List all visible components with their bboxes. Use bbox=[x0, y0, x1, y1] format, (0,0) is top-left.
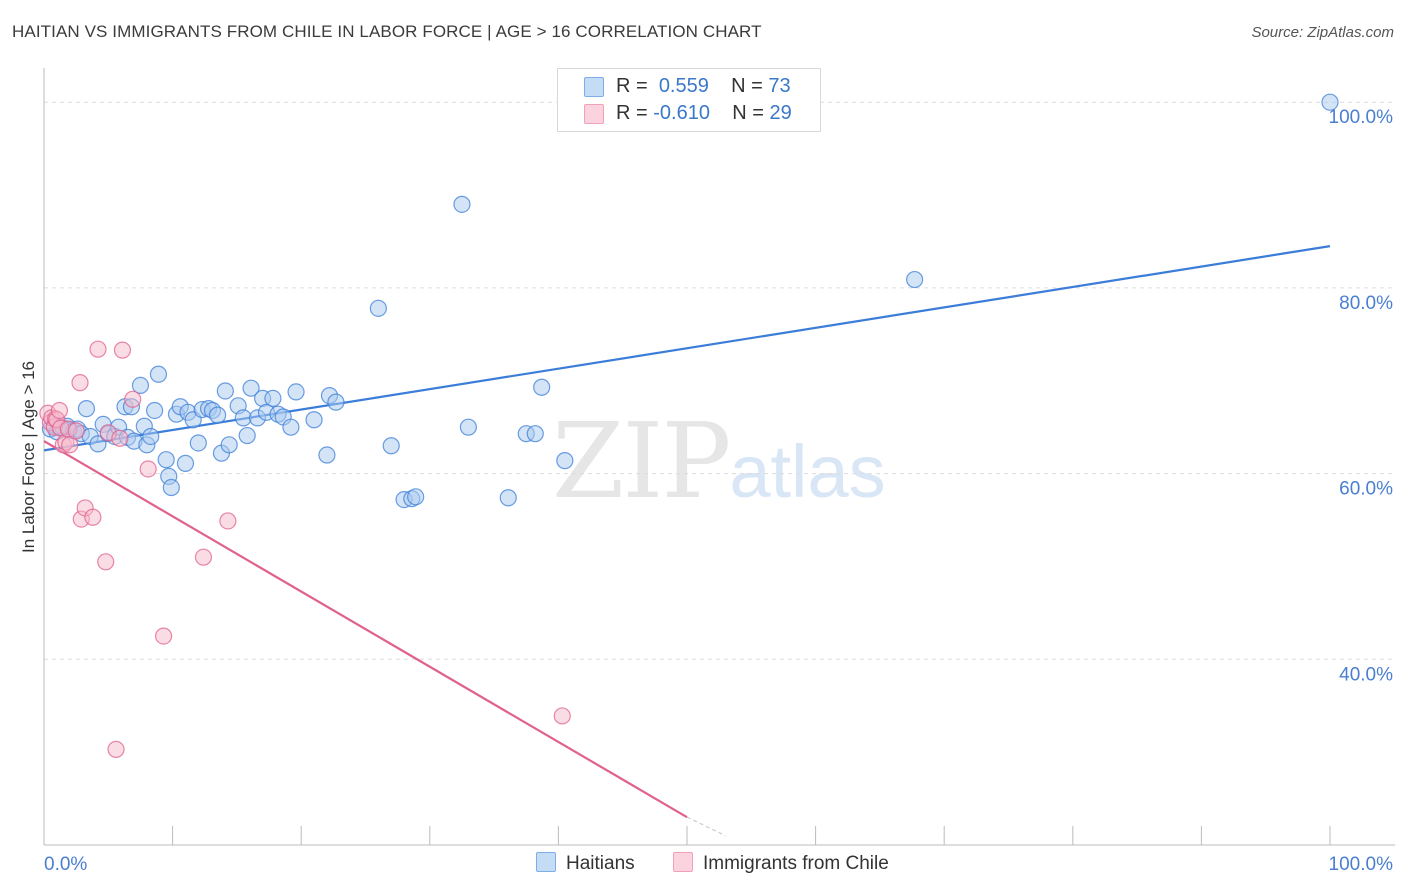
haitian-point bbox=[131, 376, 150, 394]
chart-title: HAITIAN VS IMMIGRANTS FROM CHILE IN LABO… bbox=[12, 22, 762, 41]
haitian-point bbox=[1321, 93, 1339, 111]
chile-point bbox=[61, 436, 79, 454]
chile-point bbox=[139, 460, 157, 478]
haitian-point bbox=[453, 195, 471, 213]
haitian-point bbox=[176, 454, 195, 472]
chile-point bbox=[107, 740, 125, 758]
legend-r-label: R = bbox=[616, 75, 648, 97]
legend-r-value: 0.559 bbox=[658, 75, 709, 97]
haitian-point bbox=[242, 379, 260, 397]
chile-point bbox=[50, 401, 69, 420]
legend-r-value: -0.610 bbox=[653, 102, 710, 124]
haitian-point bbox=[327, 393, 345, 411]
axes bbox=[43, 68, 1395, 846]
haitian-point bbox=[526, 425, 544, 443]
chile-point bbox=[71, 374, 89, 392]
chile-point bbox=[113, 341, 132, 359]
haitian-point bbox=[149, 365, 168, 383]
chile-point bbox=[219, 512, 237, 530]
haitian-point bbox=[145, 401, 164, 420]
source-label: Source: ZipAtlas.com bbox=[1251, 24, 1394, 41]
legend-n-label: N = bbox=[731, 75, 763, 97]
chile-point bbox=[154, 627, 173, 645]
bottom-legend-swatch-chile bbox=[673, 852, 693, 872]
haitian-point bbox=[77, 400, 96, 418]
watermark-zip: ZIP bbox=[552, 400, 731, 522]
haitian-point bbox=[142, 427, 160, 446]
watermark-atlas: atlas bbox=[729, 430, 886, 513]
chile-point bbox=[67, 422, 85, 440]
haitian-point bbox=[499, 489, 517, 507]
legend-n-value: 73 bbox=[768, 75, 791, 97]
x-tick-label-max: 100.0% bbox=[1329, 854, 1394, 875]
haitian-point bbox=[459, 418, 477, 436]
data-points bbox=[39, 93, 1339, 758]
bottom-legend-haitians: Haitians bbox=[536, 852, 635, 876]
haitian-point bbox=[906, 270, 924, 289]
x-tick-label-min: 0.0% bbox=[44, 854, 87, 875]
y-axis-title: In Labor Force | Age > 16 bbox=[19, 361, 38, 553]
haitian-point bbox=[287, 383, 305, 401]
y-tick-label: 80.0% bbox=[1339, 293, 1393, 314]
haitian-point bbox=[369, 299, 387, 317]
correlation-legend: R = 0.559 N = 73 R = -0.610 N = 29 bbox=[557, 68, 821, 132]
zipatlas-watermark: ZIPatlas bbox=[552, 400, 886, 522]
legend-swatch-haitians bbox=[584, 77, 604, 97]
haitian-point bbox=[189, 434, 207, 452]
haitian-point bbox=[533, 378, 551, 396]
haitian-point bbox=[238, 426, 256, 445]
legend-swatch-chile bbox=[584, 104, 604, 124]
chile-point bbox=[97, 553, 115, 571]
chile-point bbox=[194, 548, 213, 566]
haitian-point bbox=[305, 411, 323, 429]
legend-n-value: 29 bbox=[769, 102, 792, 124]
chile-trend-extension bbox=[686, 816, 726, 837]
bottom-legend-chile: Immigrants from Chile bbox=[673, 852, 889, 876]
haitian-point bbox=[264, 389, 282, 407]
haitian-point bbox=[209, 406, 227, 424]
haitian-point bbox=[220, 436, 238, 454]
chile-point bbox=[84, 508, 102, 526]
haitian-point bbox=[556, 452, 574, 470]
y-tick-label: 100.0% bbox=[1329, 107, 1394, 128]
bottom-legend-label-haitians: Haitians bbox=[566, 853, 635, 874]
chile-point bbox=[89, 340, 107, 358]
chile-point bbox=[111, 429, 129, 447]
tick-labels: 40.0% 60.0% 80.0% 100.0% 0.0% 100.0% In Labor … bbox=[19, 107, 1393, 875]
haitian-point bbox=[382, 437, 400, 455]
chile-point bbox=[553, 707, 571, 725]
legend-n-label: N = bbox=[732, 102, 764, 124]
haitian-point bbox=[216, 382, 234, 400]
haitian-point bbox=[89, 435, 107, 453]
bottom-legend-label-chile: Immigrants from Chile bbox=[703, 853, 889, 874]
legend-r-label: R = bbox=[616, 102, 648, 124]
bottom-legend-swatch-haitians bbox=[536, 852, 556, 872]
haitian-point bbox=[157, 451, 175, 469]
haitian-point bbox=[407, 488, 425, 506]
y-tick-label: 60.0% bbox=[1339, 479, 1393, 500]
haitian-point bbox=[282, 418, 300, 436]
grid-lines bbox=[44, 101, 1395, 660]
trend-lines bbox=[43, 245, 1331, 837]
haitian-point bbox=[318, 446, 336, 464]
chile-point bbox=[124, 390, 142, 408]
chile-trend-line bbox=[43, 440, 688, 819]
haitian-point bbox=[162, 478, 180, 497]
y-tick-label: 40.0% bbox=[1339, 664, 1393, 685]
